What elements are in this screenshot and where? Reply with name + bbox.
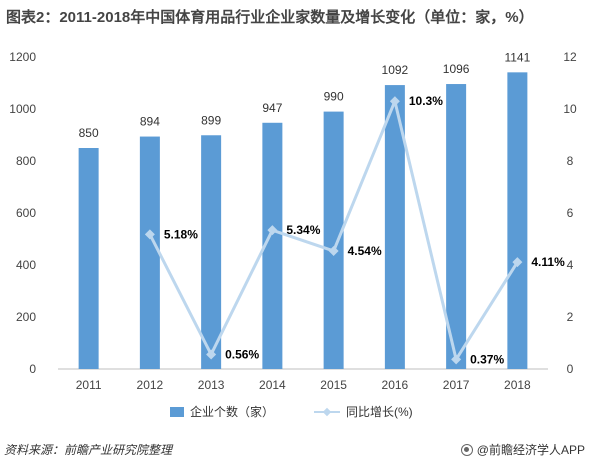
legend-line-swatch xyxy=(314,407,341,417)
growth-point xyxy=(512,257,523,268)
bar-value-label: 1096 xyxy=(443,62,470,76)
bar-value-label: 990 xyxy=(324,90,344,104)
legend-bar-swatch xyxy=(170,406,184,417)
chart-title: 图表2：2011-2018年中国体育用品行业企业家数量及增长变化（单位：家，%） xyxy=(6,9,534,26)
bar-value-label: 947 xyxy=(262,101,282,115)
bar-value-label: 894 xyxy=(140,115,160,129)
growth-point xyxy=(328,245,339,256)
y-left-tick-label: 1200 xyxy=(9,50,36,64)
bar xyxy=(507,72,528,369)
brand-text: @前瞻经济学人APP xyxy=(476,443,585,457)
y-right-tick-label: 12 xyxy=(563,50,577,64)
y-right-tick-label: 0 xyxy=(567,362,574,376)
y-right-tick-label: 6 xyxy=(567,206,574,220)
growth-point xyxy=(451,354,462,365)
bar xyxy=(323,111,344,369)
y-left-tick-label: 800 xyxy=(16,154,36,168)
bar-value-label: 850 xyxy=(79,126,99,140)
bar-value-label: 899 xyxy=(201,113,221,127)
y-right-tick-label: 8 xyxy=(567,154,574,168)
bar xyxy=(78,148,99,369)
y-left-tick-label: 600 xyxy=(16,206,36,220)
growth-value-label: 4.54% xyxy=(348,244,382,258)
x-tick-label: 2018 xyxy=(504,378,531,392)
bar xyxy=(201,135,222,369)
legend-item-bar: 企业个数（家） xyxy=(170,403,274,420)
combo-chart: 0 200 400 600 800 1000 1200 0 2 4 6 8 10 12 2011 2012 20… xyxy=(9,50,577,392)
x-tick-label: 2015 xyxy=(320,378,347,392)
bar xyxy=(384,85,405,369)
legend-bar-label: 企业个数（家） xyxy=(190,405,275,419)
growth-point xyxy=(267,225,278,236)
growth-point xyxy=(389,96,400,107)
y-right-tick-label: 10 xyxy=(563,102,577,116)
y-right-tick-label: 2 xyxy=(567,310,574,324)
growth-value-label: 5.18% xyxy=(164,227,198,241)
bar xyxy=(139,136,160,369)
y-left-tick-label: 0 xyxy=(29,362,36,376)
bar xyxy=(446,84,467,369)
bar-value-label: 1092 xyxy=(382,63,409,77)
brand-note: @前瞻经济学人APP xyxy=(460,441,585,458)
x-tick-label: 2017 xyxy=(443,378,470,392)
source-note: 资料来源：前瞻产业研究院整理 xyxy=(4,443,173,457)
legend-line-label: 同比增长(%) xyxy=(346,405,413,419)
bar xyxy=(262,122,283,369)
growth-value-label: 10.3% xyxy=(409,94,443,108)
x-tick-label: 2013 xyxy=(198,378,225,392)
brand-logo-icon xyxy=(460,443,473,456)
x-tick-label: 2011 xyxy=(76,378,102,392)
growth-value-label: 4.11% xyxy=(531,255,565,269)
legend-item-line: 同比增长(%) xyxy=(314,403,413,420)
growth-point xyxy=(206,349,217,360)
x-tick-label: 2016 xyxy=(382,378,409,392)
bar-value-label: 1141 xyxy=(504,50,530,64)
x-tick-label: 2012 xyxy=(137,378,164,392)
growth-value-label: 0.56% xyxy=(225,347,259,361)
growth-point xyxy=(144,229,155,240)
legend: 企业个数（家） 同比增长(%) xyxy=(170,403,413,420)
y-left-tick-label: 1000 xyxy=(9,102,36,116)
growth-value-label: 0.37% xyxy=(470,352,504,366)
x-tick-label: 2014 xyxy=(259,378,286,392)
y-left-tick-label: 400 xyxy=(16,258,36,272)
y-right-tick-label: 4 xyxy=(567,258,574,272)
y-left-tick-label: 200 xyxy=(16,310,36,324)
growth-value-label: 5.34% xyxy=(286,223,320,237)
